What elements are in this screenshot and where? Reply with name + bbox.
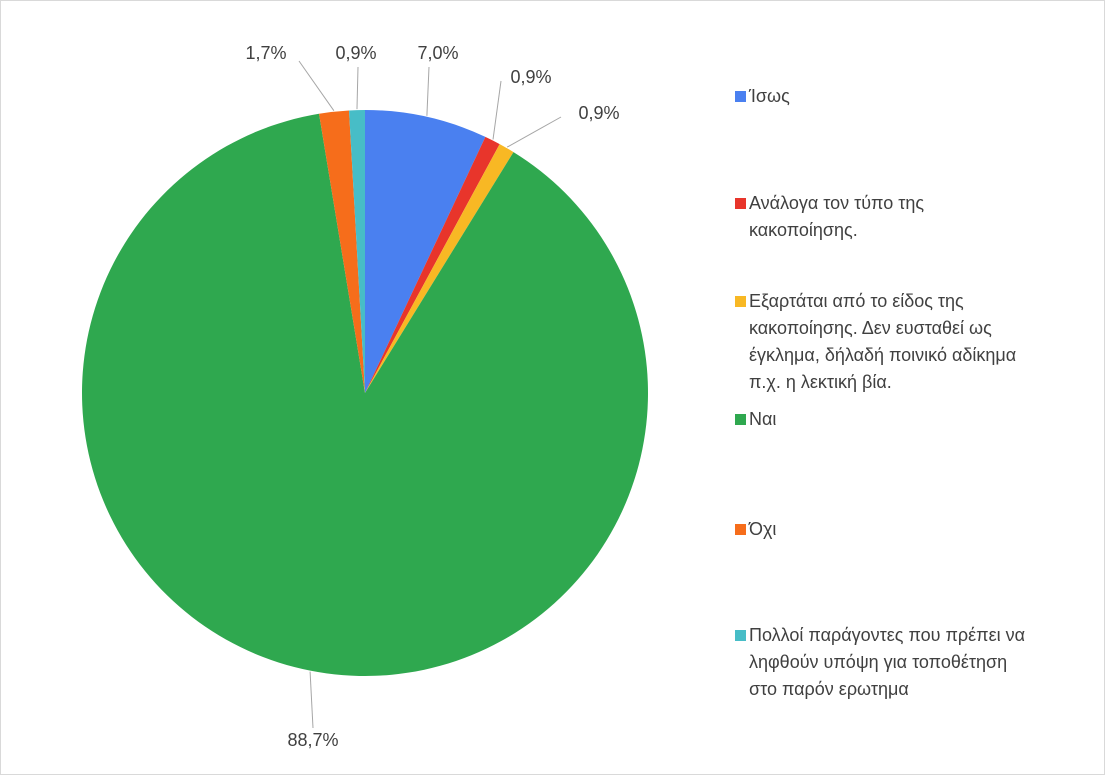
legend-swatch (735, 630, 746, 641)
legend-item: Πολλοί παράγοντες που πρέπει να ληφθούν … (735, 622, 1035, 703)
data-label: 0,9% (510, 67, 551, 87)
legend-label: Ναι (749, 409, 777, 429)
leader-line (426, 66, 430, 116)
legend-swatch (735, 524, 746, 535)
leader-line (492, 80, 502, 140)
leader-line (309, 671, 314, 729)
data-label: 7,0% (417, 43, 458, 63)
legend-label: Εξαρτάται από το είδος της κακοποίησης. … (749, 291, 1017, 392)
legend-label: Πολλοί παράγοντες που πρέπει να ληφθούν … (749, 625, 1025, 699)
legend-swatch (735, 414, 746, 425)
legend-item: Όχι (735, 516, 1035, 543)
leader-line (356, 66, 359, 110)
legend-swatch (735, 296, 746, 307)
legend-swatch (735, 198, 746, 209)
legend-label: Ίσως (749, 86, 790, 106)
legend-label: Όχι (749, 519, 777, 539)
pie-slice (365, 144, 514, 393)
pie-slice (319, 110, 365, 393)
pie-slice (365, 136, 500, 393)
leader-line (506, 116, 562, 148)
legend-label: Ανάλογα τον τύπο της κακοποίησης. (749, 193, 925, 240)
data-label: 1,7% (245, 43, 286, 63)
legend-item: Ίσως (735, 83, 1035, 110)
leader-line (298, 60, 335, 111)
legend-item: Ανάλογα τον τύπο της κακοποίησης. (735, 190, 1035, 244)
pie-slice (349, 110, 365, 393)
legend-item: Ναι (735, 406, 1035, 433)
legend-item: Εξαρτάται από το είδος της κακοποίησης. … (735, 288, 1035, 396)
data-label: 88,7% (287, 730, 338, 750)
pie-slice (82, 113, 649, 676)
data-label: 0,9% (578, 103, 619, 123)
legend-swatch (735, 91, 746, 102)
data-label: 0,9% (335, 43, 376, 63)
pie-slice (365, 110, 486, 393)
